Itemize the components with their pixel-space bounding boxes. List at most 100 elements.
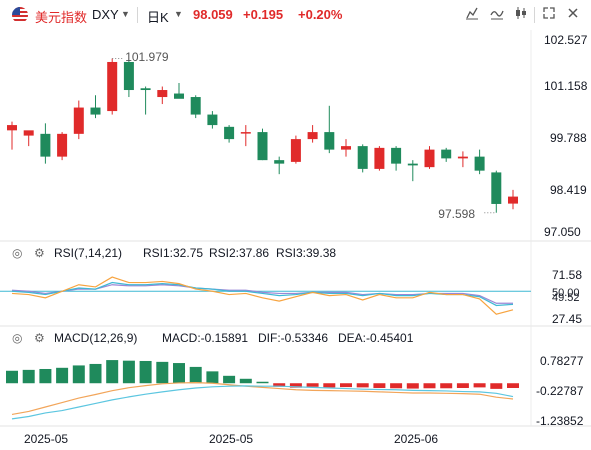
- macd-bar: [306, 383, 319, 387]
- rsi-axis-tick: 71.58: [552, 268, 583, 282]
- candle-body: [190, 97, 201, 115]
- candle-body: [40, 133, 51, 157]
- candle-body: [441, 149, 452, 159]
- candle-body: [374, 147, 385, 169]
- macd-bar: [106, 360, 119, 384]
- indicator-icon[interactable]: [488, 6, 506, 24]
- macd-bar: [72, 365, 85, 384]
- top-bar: 美元指数 DXY ▼ 日K ▼ 98.059 +0.195 +0.20%: [0, 0, 591, 30]
- macd-bar: [373, 383, 386, 388]
- macd-bar: [473, 383, 486, 388]
- dea-line: [11, 385, 514, 420]
- macd-bar: [139, 360, 152, 384]
- macd-bar: [340, 383, 352, 388]
- macd-bar: [189, 366, 202, 384]
- macd-axis-tick: 0.78277: [540, 354, 584, 368]
- macd-bar: [440, 383, 453, 389]
- candle-body: [207, 114, 218, 126]
- period-selector[interactable]: 日K: [147, 10, 169, 25]
- macd-value-label: MACD:-0.15891: [162, 331, 249, 345]
- time-axis-tick: 2025-05: [209, 432, 254, 446]
- compare-icon[interactable]: [463, 6, 481, 24]
- price-axis-tick: 101.158: [544, 79, 588, 93]
- candle-body: [224, 126, 235, 140]
- candle-body: [341, 146, 351, 150]
- candle-body: [140, 88, 151, 91]
- rsi-axis-tick: 50.00: [552, 287, 580, 299]
- dea-label: DEA:-0.45401: [338, 331, 414, 345]
- rsi1-label: RSI1:32.75: [143, 246, 204, 260]
- macd-bar: [273, 383, 286, 387]
- candle-body: [324, 132, 335, 150]
- divider: [534, 7, 535, 23]
- macd-bar: [289, 383, 302, 388]
- eye-icon[interactable]: ◎: [12, 331, 23, 345]
- macd-axis-tick: -1.23852: [536, 414, 584, 428]
- close-icon[interactable]: [564, 6, 582, 24]
- price-axis-tick: 97.050: [544, 225, 581, 239]
- macd-bar: [423, 383, 436, 389]
- gear-icon[interactable]: ⚙: [34, 246, 45, 260]
- macd-bar: [206, 371, 219, 384]
- rsi-axis-tick: 27.45: [552, 312, 583, 326]
- macd-bar: [173, 363, 185, 384]
- macd-bar: [223, 375, 236, 384]
- candle-body: [157, 90, 168, 98]
- candle-body: [290, 139, 301, 162]
- current-price: 98.059: [193, 7, 233, 22]
- price-change-percent: +0.20%: [298, 7, 343, 22]
- macd-bar: [256, 381, 269, 384]
- macd-bar: [122, 360, 135, 384]
- macd-bar: [456, 383, 469, 388]
- macd-axis-tick: -0.22787: [536, 384, 584, 398]
- eye-icon[interactable]: ◎: [12, 246, 23, 260]
- candle-body: [491, 172, 502, 204]
- candle-body: [307, 132, 318, 140]
- macd-bar: [356, 383, 369, 388]
- candle-body: [90, 107, 101, 115]
- candle-body: [73, 107, 84, 134]
- macd-bar: [6, 370, 18, 384]
- high-annotation: 101.979: [125, 50, 169, 65]
- candle-body: [7, 125, 17, 131]
- price-axis-tick: 99.788: [550, 131, 587, 145]
- macd-bar: [22, 369, 35, 384]
- rsi2-line: [11, 281, 514, 307]
- candle-body: [391, 147, 402, 164]
- macd-bar: [239, 378, 252, 384]
- candle-body: [474, 156, 485, 171]
- candle-body: [424, 149, 435, 168]
- symbol-name[interactable]: 美元指数: [35, 10, 88, 25]
- chevron-down-icon[interactable]: ▼: [174, 9, 183, 19]
- rsi-axis-tick: 49.52: [552, 292, 580, 304]
- candle-body: [240, 132, 251, 134]
- candle-body: [407, 163, 418, 166]
- low-annotation: 97.598: [438, 206, 475, 221]
- candle-body: [123, 61, 134, 91]
- candle-body: [57, 133, 68, 157]
- candle-body: [257, 132, 268, 161]
- symbol-code[interactable]: DXY: [92, 7, 119, 22]
- dif-line: [11, 382, 514, 415]
- candle-body: [23, 130, 34, 136]
- macd-bar: [56, 367, 69, 384]
- chevron-down-icon[interactable]: ▼: [121, 9, 130, 19]
- rsi1-line: [11, 276, 514, 315]
- macd-bar: [39, 368, 52, 384]
- dif-label: DIF:-0.53346: [258, 331, 329, 345]
- fullscreen-icon[interactable]: [540, 6, 558, 24]
- time-axis-tick: 2025-05: [24, 432, 69, 446]
- price-axis-tick: 98.419: [550, 183, 587, 197]
- price-chart[interactable]: [0, 30, 591, 450]
- rsi3-label: RSI3:39.38: [276, 246, 337, 260]
- time-axis-tick: 2025-06: [394, 432, 439, 446]
- candle-body: [174, 93, 184, 99]
- us-flag-icon: [12, 7, 28, 23]
- candle-body: [107, 61, 118, 112]
- candle-body: [274, 160, 285, 164]
- macd-bar: [323, 383, 336, 388]
- gear-icon[interactable]: ⚙: [34, 331, 45, 345]
- divider: [137, 7, 138, 23]
- candle-type-icon[interactable]: [512, 6, 530, 24]
- macd-bar: [156, 361, 169, 384]
